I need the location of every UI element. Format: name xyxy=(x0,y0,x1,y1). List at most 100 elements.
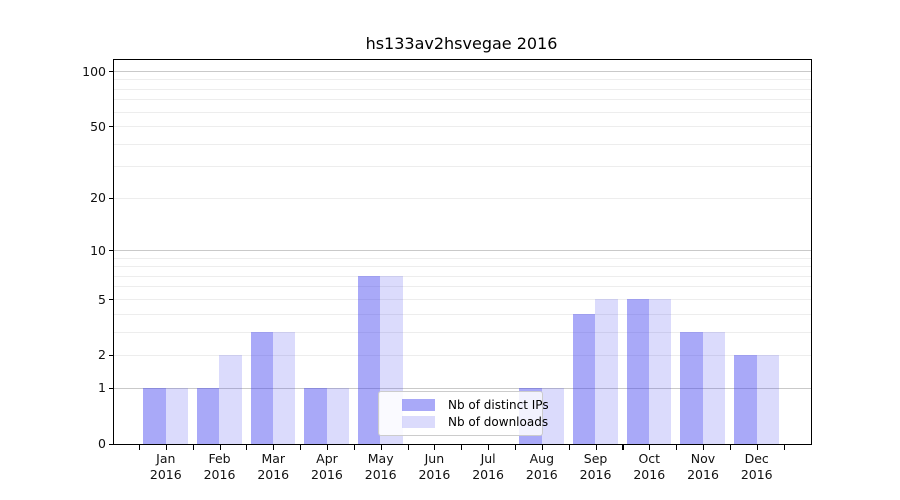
x-tick xyxy=(488,445,490,450)
bar-nb-of-distinct-ips-feb-2016 xyxy=(196,388,220,444)
x-tick-label-feb-2016: Feb 2016 xyxy=(203,451,236,482)
gridline-minor-2 xyxy=(114,354,811,356)
x-tick xyxy=(541,445,543,450)
legend: Nb of distinct IPs Nb of downloads xyxy=(378,391,549,436)
y-tick-2 xyxy=(109,354,114,357)
bar-nb-of-downloads-nov-2016 xyxy=(702,332,726,444)
gridline-major-10 xyxy=(114,249,811,251)
y-tick-label-20: 20 xyxy=(90,190,106,206)
bar-nb-of-distinct-ips-may-2016 xyxy=(358,276,381,444)
x-tick xyxy=(595,445,597,450)
x-tick xyxy=(514,445,517,450)
legend-label-downloads: Nb of downloads xyxy=(448,414,549,429)
gridline-minor-4 xyxy=(114,313,811,315)
gridline-minor-3 xyxy=(114,331,811,333)
gridline-major-100 xyxy=(114,70,811,72)
x-tick-label-nov-2016: Nov 2016 xyxy=(687,451,719,482)
x-tick xyxy=(326,445,329,450)
x-tick xyxy=(138,445,141,450)
legend-item-distinct-ips: Nb of distinct IPs xyxy=(402,398,549,412)
x-tick-label-jun-2016: Jun 2016 xyxy=(418,451,451,482)
gridline-minor-5 xyxy=(114,298,811,300)
x-tick xyxy=(165,445,167,450)
gridline-minor-30 xyxy=(114,166,811,168)
y-tick-10 xyxy=(109,249,114,252)
gridline-minor-90 xyxy=(114,79,811,81)
x-tick-label-jul-2016: Jul 2016 xyxy=(472,451,505,482)
gridline-minor-20 xyxy=(114,197,811,199)
bar-nb-of-distinct-ips-oct-2016 xyxy=(626,299,650,444)
y-tick-label-50: 50 xyxy=(90,118,106,134)
x-tick-label-mar-2016: Mar 2016 xyxy=(257,451,290,482)
x-tick-label-may-2016: May 2016 xyxy=(364,451,397,482)
y-tick-label-10: 10 xyxy=(90,242,106,258)
x-tick xyxy=(703,445,705,450)
bar-nb-of-downloads-feb-2016 xyxy=(219,355,242,444)
y-tick-label-0: 0 xyxy=(98,436,106,452)
bar-nb-of-downloads-aug-2016 xyxy=(541,388,565,444)
bar-nb-of-distinct-ips-sep-2016 xyxy=(572,314,596,444)
x-tick-label-dec-2016: Dec 2016 xyxy=(740,451,773,482)
gridline-major-1 xyxy=(114,387,811,389)
y-tick-50 xyxy=(109,126,114,128)
x-tick xyxy=(676,445,678,450)
y-tick-0 xyxy=(109,443,114,445)
legend-label-distinct-ips: Nb of distinct IPs xyxy=(448,398,549,413)
gridline-minor-9 xyxy=(114,257,811,259)
x-tick-label-jan-2016: Jan 2016 xyxy=(149,451,182,482)
x-tick-label-sep-2016: Sep 2016 xyxy=(579,451,612,482)
x-tick xyxy=(756,445,758,450)
bar-nb-of-downloads-dec-2016 xyxy=(756,355,779,444)
x-tick xyxy=(649,445,651,450)
gridline-minor-80 xyxy=(114,88,811,90)
x-tick xyxy=(300,445,302,450)
gridline-minor-70 xyxy=(114,99,811,101)
bar-nb-of-downloads-jan-2016 xyxy=(165,388,188,444)
y-tick-label-5: 5 xyxy=(98,291,106,307)
gridline-minor-50 xyxy=(114,126,811,128)
bar-nb-of-downloads-oct-2016 xyxy=(649,299,672,444)
x-tick xyxy=(192,445,194,450)
gridline-minor-7 xyxy=(114,275,811,277)
bar-nb-of-distinct-ips-jan-2016 xyxy=(143,388,166,444)
y-tick-1 xyxy=(109,387,114,389)
x-tick xyxy=(246,445,248,450)
y-tick-label-2: 2 xyxy=(98,347,106,363)
bar-nb-of-distinct-ips-nov-2016 xyxy=(680,332,703,444)
x-tick xyxy=(219,445,221,450)
x-tick xyxy=(729,445,731,450)
x-tick xyxy=(407,445,409,450)
x-tick xyxy=(273,445,275,450)
bar-nb-of-distinct-ips-mar-2016 xyxy=(250,332,274,444)
x-tick-label-aug-2016: Aug 2016 xyxy=(525,451,558,482)
x-tick xyxy=(568,445,570,450)
legend-item-downloads: Nb of downloads xyxy=(402,415,548,429)
gridline-minor-40 xyxy=(114,143,811,145)
x-tick xyxy=(380,445,382,450)
bar-nb-of-downloads-sep-2016 xyxy=(595,299,618,444)
legend-swatch-distinct-ips xyxy=(402,399,435,412)
x-tick-label-oct-2016: Oct 2016 xyxy=(633,451,666,482)
gridline-minor-8 xyxy=(114,266,811,268)
y-tick-20 xyxy=(109,197,114,199)
x-tick-label-apr-2016: Apr 2016 xyxy=(311,451,343,482)
x-tick xyxy=(434,445,436,450)
bar-nb-of-downloads-mar-2016 xyxy=(273,332,296,444)
plot-area xyxy=(113,59,812,445)
legend-swatch-downloads xyxy=(402,415,435,428)
y-tick-100 xyxy=(109,70,114,73)
y-tick-label-1: 1 xyxy=(98,380,106,396)
gridline-minor-6 xyxy=(114,286,811,288)
bar-nb-of-distinct-ips-apr-2016 xyxy=(304,388,327,444)
x-tick xyxy=(353,445,355,450)
bar-nb-of-downloads-apr-2016 xyxy=(326,388,350,444)
x-tick xyxy=(622,445,624,450)
x-tick xyxy=(461,445,463,450)
y-tick-5 xyxy=(109,298,114,301)
y-tick-label-100: 100 xyxy=(82,63,106,79)
chart-title: hs133av2hsvegae 2016 xyxy=(365,34,558,53)
bar-nb-of-distinct-ips-dec-2016 xyxy=(734,355,757,444)
x-tick xyxy=(783,445,785,450)
gridline-minor-60 xyxy=(114,111,811,113)
